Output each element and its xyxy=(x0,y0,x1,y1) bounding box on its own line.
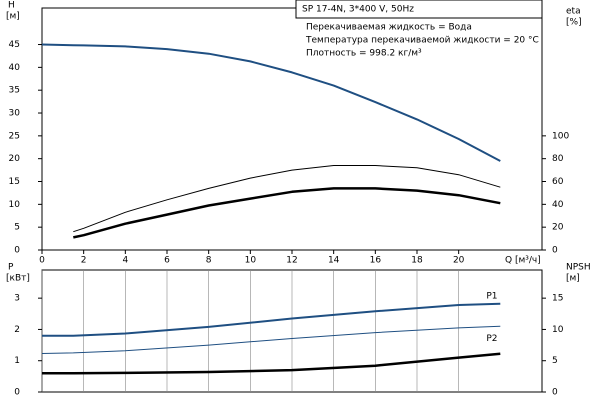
y-tick-label: 25 xyxy=(9,131,20,141)
y2-tick-label: 40 xyxy=(552,200,564,210)
y2-tick-label: 5 xyxy=(552,356,558,366)
x-tick-label: 14 xyxy=(328,256,340,266)
x-tick-label: 0 xyxy=(39,256,45,266)
curve xyxy=(41,43,501,162)
y2-tick-label: 80 xyxy=(552,154,564,164)
y2-tick-label: 0 xyxy=(552,246,558,256)
x-axis-label: Q [м³/ч] xyxy=(505,256,541,266)
annotation: Перекачиваемая жидкость = Вода xyxy=(306,23,472,33)
y-tick-label: 3 xyxy=(14,294,20,304)
y-tick-label: 1 xyxy=(14,356,20,366)
y2-tick-label: 60 xyxy=(552,177,564,187)
x-tick-label: 6 xyxy=(164,256,170,266)
y2-tick-label: 10 xyxy=(552,325,564,335)
y-tick-label: 15 xyxy=(9,177,20,187)
y2-tick-label: 100 xyxy=(552,131,569,141)
y2-axis-unit: [%] xyxy=(566,18,582,28)
y2-tick-label: 0 xyxy=(552,388,558,398)
y2-tick-label: 20 xyxy=(552,223,564,233)
curve xyxy=(73,165,501,233)
y-tick-label: 5 xyxy=(14,223,20,233)
curve xyxy=(42,352,501,375)
chart-title: SP 17-4N, 3*400 V, 50Hz xyxy=(302,5,414,15)
x-tick-label: 20 xyxy=(453,256,465,266)
x-tick-label: 2 xyxy=(81,256,87,266)
x-tick-label: 8 xyxy=(206,256,212,266)
y-axis-unit: [кВт] xyxy=(6,274,30,284)
x-tick-label: 4 xyxy=(122,256,128,266)
y2-axis-label: eta xyxy=(566,7,581,17)
curve xyxy=(73,187,501,239)
y-tick-label: 10 xyxy=(9,200,21,210)
y-axis-label: P xyxy=(8,263,14,273)
y2-tick-label: 15 xyxy=(552,294,563,304)
curve xyxy=(42,302,501,337)
y-tick-label: 30 xyxy=(9,109,21,119)
series-label: P2 xyxy=(486,334,497,344)
y-tick-label: 0 xyxy=(14,246,20,256)
annotation: Плотность = 998.2 кг/м³ xyxy=(306,49,422,59)
curve xyxy=(41,325,501,354)
y2-axis-label: NPSH xyxy=(566,263,591,273)
y-tick-label: 40 xyxy=(9,63,21,73)
y-tick-label: 45 xyxy=(9,40,20,50)
title-box xyxy=(295,0,543,19)
y-tick-label: 20 xyxy=(9,154,21,164)
x-tick-label: 10 xyxy=(245,256,257,266)
y-tick-label: 35 xyxy=(9,86,20,96)
y-tick-label: 0 xyxy=(14,388,20,398)
series-label: P1 xyxy=(486,291,497,301)
x-tick-label: 18 xyxy=(411,256,423,266)
annotation: Температура перекачиваемой жидкости = 20… xyxy=(305,36,539,46)
x-tick-label: 16 xyxy=(370,256,382,266)
y-tick-label: 2 xyxy=(14,325,20,335)
y2-axis-unit: [м] xyxy=(566,274,580,284)
x-tick-label: 12 xyxy=(286,256,297,266)
y-axis-label: H xyxy=(8,1,15,11)
y-axis-unit: [м] xyxy=(6,12,20,22)
